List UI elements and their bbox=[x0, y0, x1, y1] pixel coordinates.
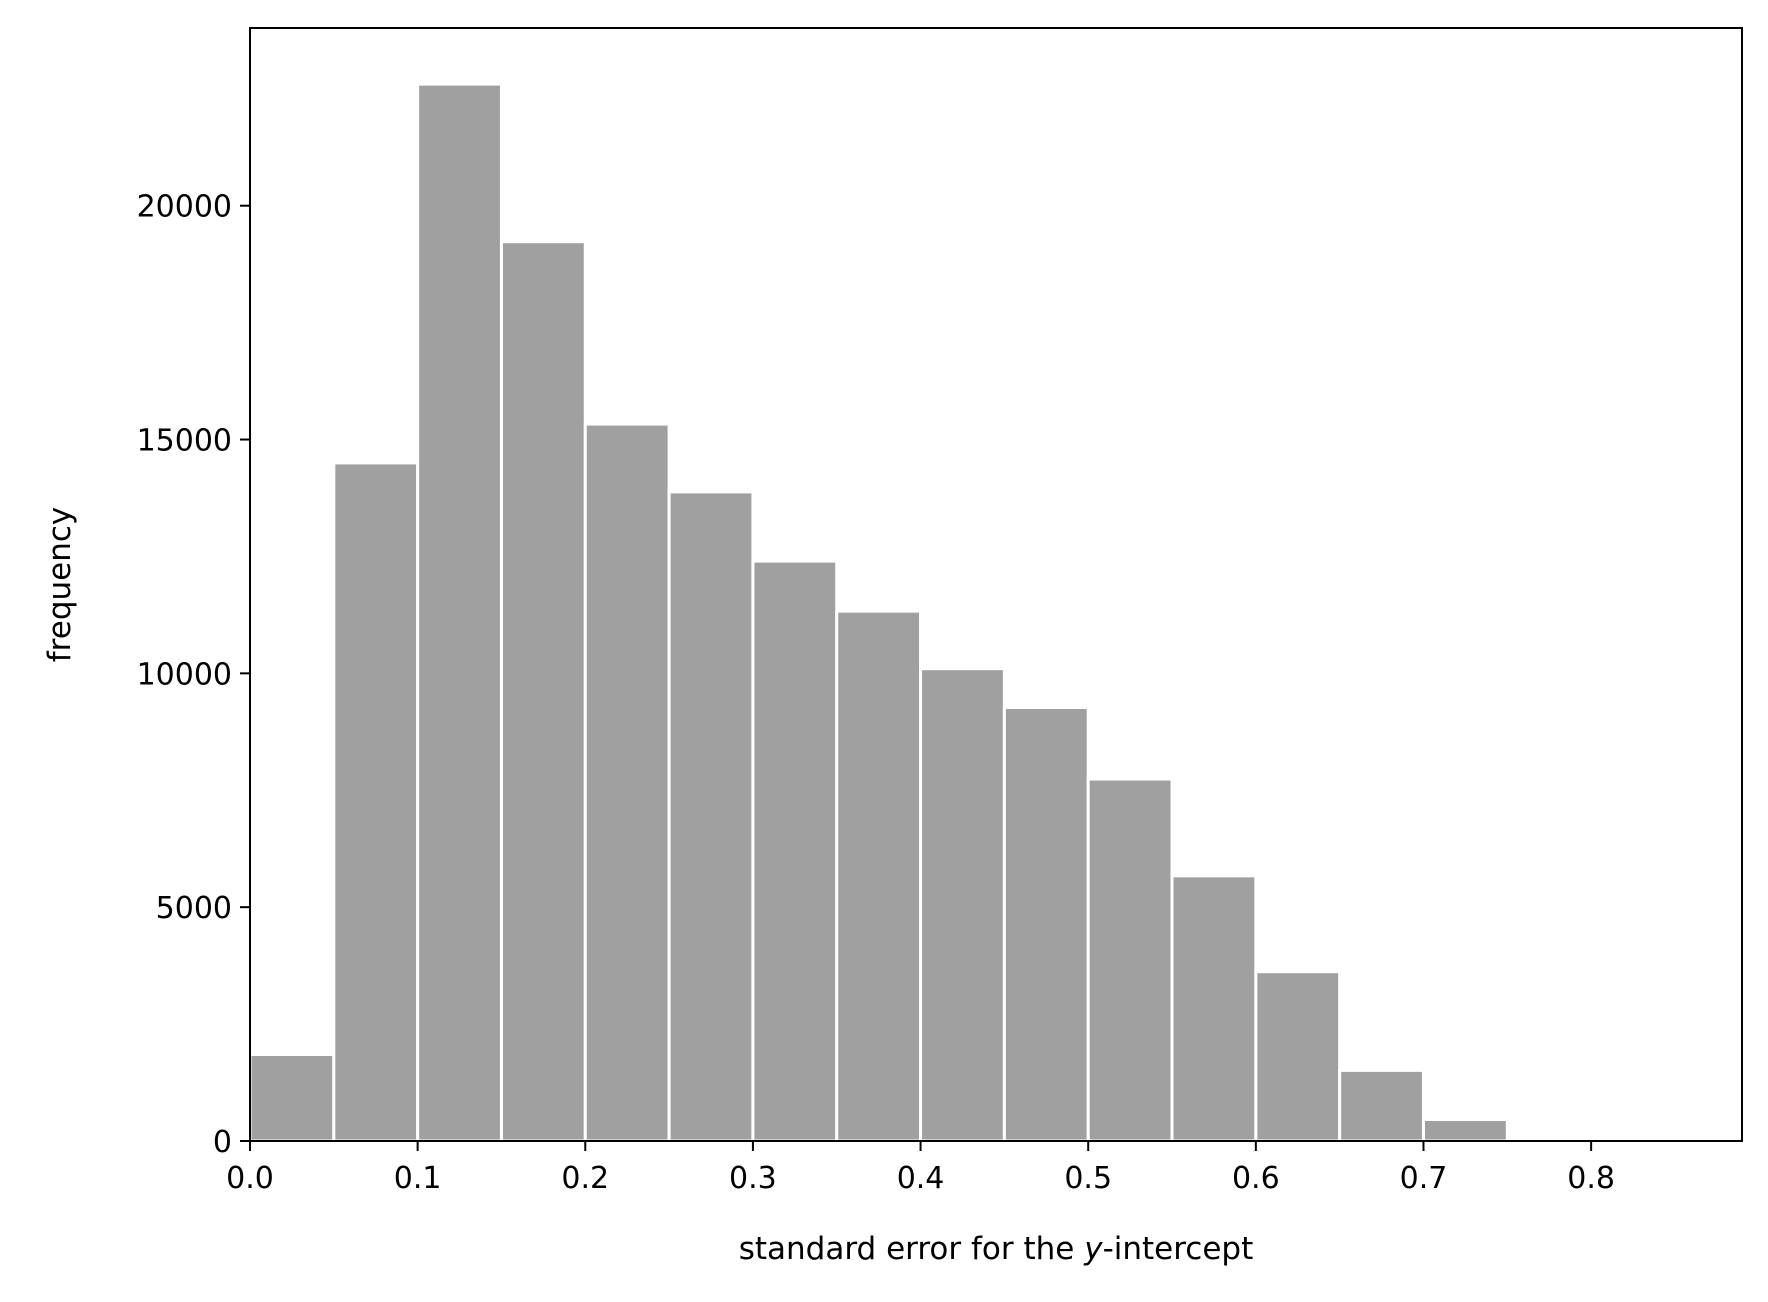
x-tick-label: 0.5 bbox=[1064, 1161, 1112, 1196]
x-axis-label-prefix: standard error for the bbox=[739, 1231, 1084, 1267]
x-tick-label: 0.8 bbox=[1567, 1161, 1615, 1196]
histogram-bar bbox=[583, 422, 671, 1143]
x-tick-label: 0.2 bbox=[561, 1161, 609, 1196]
x-tick-label: 0.0 bbox=[226, 1161, 274, 1196]
x-tick-label: 0.6 bbox=[1232, 1161, 1280, 1196]
bars-group bbox=[248, 82, 1509, 1143]
x-tick-label: 0.3 bbox=[729, 1161, 777, 1196]
x-tick-label: 0.1 bbox=[394, 1161, 442, 1196]
histogram-bar bbox=[1338, 1068, 1425, 1143]
x-axis-ticks: 0.0 0.1 0.2 0.3 0.4 0.5 0.6 0.7 0.8 bbox=[226, 1141, 1615, 1196]
y-axis-ticks: 0 5000 10000 15000 20000 bbox=[137, 190, 250, 1160]
histogram-bar bbox=[751, 559, 839, 1143]
plot-frame bbox=[249, 27, 1743, 1142]
histogram-bar bbox=[1002, 705, 1090, 1143]
y-tick-label: 10000 bbox=[137, 657, 232, 692]
x-axis-label-italic: y bbox=[1083, 1231, 1103, 1267]
x-axis-label: standard error for the y-intercept bbox=[739, 1231, 1254, 1267]
histogram-bar bbox=[248, 1052, 336, 1143]
x-tick-label: 0.7 bbox=[1400, 1161, 1448, 1196]
y-tick-label: 5000 bbox=[156, 891, 232, 926]
x-tick-label: 0.4 bbox=[897, 1161, 945, 1196]
x-axis-label-suffix: -intercept bbox=[1103, 1231, 1254, 1267]
y-tick-label: 0 bbox=[213, 1125, 232, 1160]
y-axis-label: frequency bbox=[42, 507, 78, 662]
histogram-bar bbox=[499, 240, 587, 1143]
y-tick-label: 15000 bbox=[137, 424, 232, 459]
histogram-bar bbox=[416, 82, 503, 1143]
histogram-bar bbox=[919, 667, 1006, 1143]
histogram-bar bbox=[1086, 777, 1174, 1143]
histogram-bar bbox=[332, 461, 420, 1143]
histogram-bar bbox=[1254, 970, 1342, 1143]
histogram-bar bbox=[835, 609, 923, 1143]
histogram-bar bbox=[667, 490, 755, 1143]
y-tick-label: 20000 bbox=[137, 190, 232, 225]
histogram-bar bbox=[1421, 1117, 1509, 1143]
histogram-bar bbox=[1170, 874, 1258, 1143]
